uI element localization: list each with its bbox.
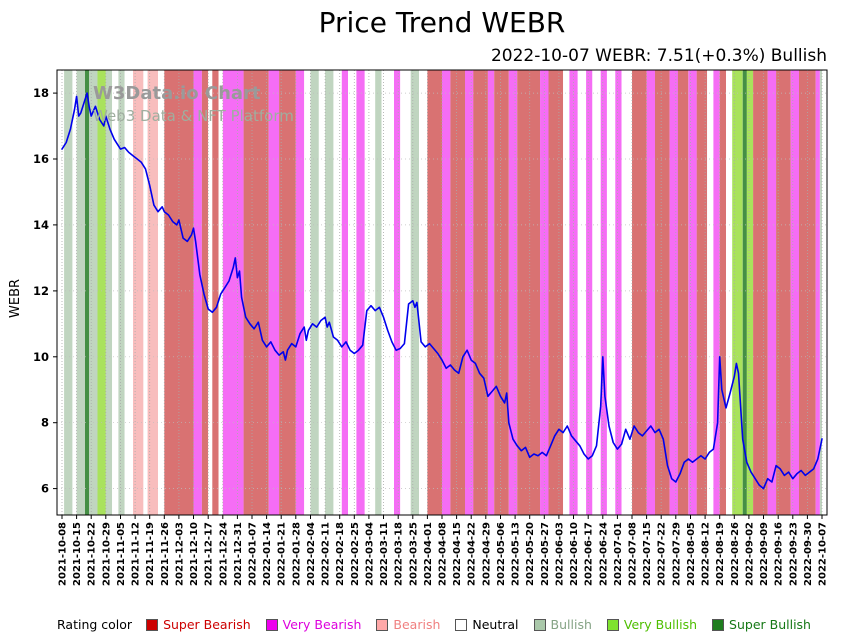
x-tick-label: 2022-07-22 <box>657 522 668 586</box>
x-tick-label: 2022-04-15 <box>452 522 463 586</box>
x-tick-label: 2022-03-11 <box>379 522 390 586</box>
legend-label: Neutral <box>472 617 519 632</box>
x-tick-label: 2021-10-29 <box>101 522 112 586</box>
y-tick-label: 12 <box>33 284 49 298</box>
legend-item-neutral: Neutral <box>455 617 519 632</box>
x-tick-label: 2021-11-05 <box>116 522 127 586</box>
x-tick-label: 2022-07-15 <box>642 522 653 586</box>
x-tick-label: 2022-07-01 <box>613 522 624 586</box>
x-tick-label: 2022-08-26 <box>730 522 741 586</box>
x-tick-label: 2022-06-24 <box>598 522 609 586</box>
x-tick-label: 2022-01-07 <box>248 522 259 586</box>
x-tick-label: 2022-09-30 <box>803 522 814 586</box>
x-tick-label: 2022-06-03 <box>554 522 565 586</box>
legend-label: Bearish <box>393 617 441 632</box>
x-tick-label: 2022-10-07 <box>818 522 829 586</box>
x-tick-label: 2022-04-22 <box>467 522 478 586</box>
legend-title: Rating color <box>57 617 133 632</box>
legend-item-bullish: Bullish <box>533 617 592 632</box>
x-tick-label: 2021-10-15 <box>72 522 83 586</box>
x-tick-label: 2022-05-06 <box>496 522 507 586</box>
x-tick-label: 2022-01-28 <box>291 522 302 586</box>
x-tick-label: 2022-09-16 <box>774 522 785 586</box>
x-tick-label: 2021-11-19 <box>145 522 156 586</box>
rating-legend: Rating color Super Bearish Very Bearish Be… <box>57 617 811 632</box>
legend-item-very_bearish: Very Bearish <box>265 617 362 632</box>
legend-label: Super Bearish <box>163 617 251 632</box>
x-tick-label: 2022-05-13 <box>511 522 522 586</box>
x-axis-ticks: 2021-10-08 2021-10-15 2021-10-22 2021-10-29… <box>58 515 829 586</box>
legend-label: Very Bullish <box>623 617 698 632</box>
x-tick-label: 2021-11-12 <box>131 522 142 586</box>
x-tick-label: 2022-06-17 <box>584 522 595 586</box>
x-tick-label: 2022-03-18 <box>394 522 405 586</box>
x-tick-label: 2022-01-14 <box>262 522 273 586</box>
grid-lines <box>57 70 827 515</box>
very_bearish-swatch <box>265 618 278 631</box>
x-tick-label: 2022-02-18 <box>335 522 346 586</box>
y-tick-label: 16 <box>33 152 49 166</box>
legend-label: Bullish <box>550 617 592 632</box>
x-tick-label: 2022-03-04 <box>364 522 375 586</box>
x-tick-label: 2021-12-24 <box>218 522 229 586</box>
x-tick-label: 2022-08-05 <box>686 522 697 586</box>
x-tick-label: 2021-12-03 <box>174 522 185 586</box>
legend-item-very_bullish: Very Bullish <box>606 617 698 632</box>
x-tick-label: 2022-07-08 <box>628 522 639 586</box>
x-tick-label: 2022-08-19 <box>715 522 726 586</box>
super_bearish-swatch <box>146 618 159 631</box>
y-tick-label: 6 <box>41 482 49 496</box>
x-tick-label: 2022-09-09 <box>759 522 770 586</box>
x-tick-label: 2022-01-21 <box>277 522 288 586</box>
x-tick-label: 2021-10-08 <box>58 522 69 586</box>
rating-bands <box>62 70 822 515</box>
legend-item-super_bullish: Super Bullish <box>712 617 811 632</box>
bullish-swatch <box>533 618 546 631</box>
legend-item-super_bearish: Super Bearish <box>146 617 251 632</box>
x-tick-label: 2022-09-02 <box>744 522 755 586</box>
x-tick-label: 2021-12-17 <box>204 522 215 586</box>
x-tick-label: 2022-05-27 <box>540 522 551 586</box>
chart-subtitle: 2022-10-07 WEBR: 7.51(+0.3%) Bullish <box>490 46 827 66</box>
y-tick-label: 14 <box>33 218 49 232</box>
x-tick-label: 2021-11-26 <box>160 522 171 586</box>
super_bullish-swatch <box>712 618 725 631</box>
x-tick-label: 2021-10-22 <box>87 522 98 586</box>
x-tick-label: 2022-07-29 <box>671 522 682 586</box>
legend-label: Very Bearish <box>282 617 362 632</box>
x-tick-label: 2022-04-01 <box>423 522 434 586</box>
x-tick-label: 2022-08-12 <box>701 522 712 586</box>
y-tick-label: 8 <box>41 416 49 430</box>
very_bullish-swatch <box>606 618 619 631</box>
price-line <box>61 92 823 490</box>
legend-item-bearish: Bearish <box>376 617 440 632</box>
x-tick-label: 2022-05-20 <box>525 522 536 586</box>
x-tick-label: 2022-02-11 <box>321 522 332 586</box>
x-tick-label: 2022-02-04 <box>306 522 317 586</box>
x-tick-label: 2022-09-23 <box>788 522 799 586</box>
x-tick-label: 2022-04-29 <box>481 522 492 586</box>
x-tick-label: 2022-06-10 <box>569 522 580 586</box>
neutral-swatch <box>455 618 468 631</box>
y-axis-label: WEBR <box>8 278 23 318</box>
bearish-swatch <box>376 618 389 631</box>
x-tick-label: 2022-02-25 <box>350 522 361 586</box>
legend-items: Super Bearish Very Bearish Bearish Neutral B… <box>146 617 811 632</box>
y-tick-label: 10 <box>33 350 49 364</box>
x-tick-label: 2022-03-25 <box>408 522 419 586</box>
legend-label: Super Bullish <box>729 617 811 632</box>
y-tick-label: 18 <box>33 86 49 100</box>
x-tick-label: 2021-12-10 <box>189 522 200 586</box>
chart-title: Price Trend WEBR <box>318 6 566 39</box>
y-axis-ticks: 6 8 10 12 14 16 18 <box>33 86 57 496</box>
x-tick-label: 2021-12-31 <box>233 522 244 586</box>
x-tick-label: 2022-04-08 <box>438 522 449 586</box>
